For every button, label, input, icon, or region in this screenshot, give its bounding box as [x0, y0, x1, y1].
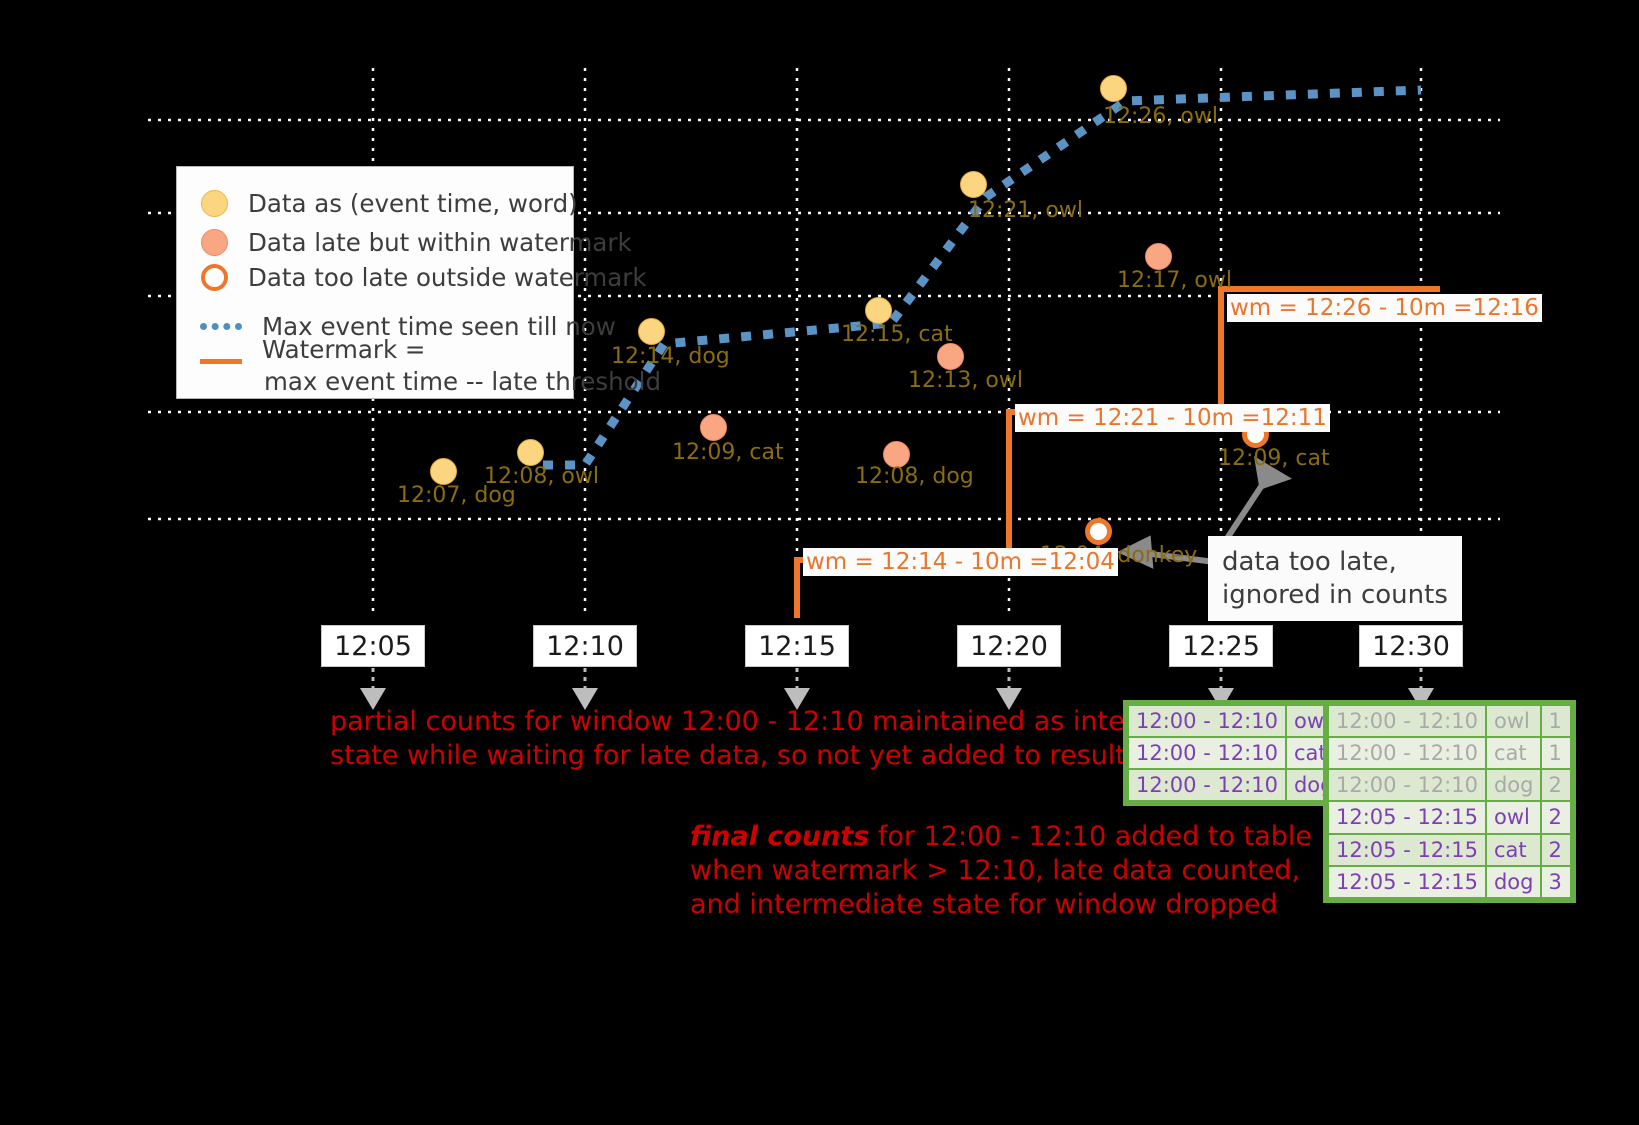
legend-item-2: Data too late outside watermark	[201, 263, 647, 292]
salmon-dot-icon	[201, 229, 228, 256]
legend-label: Data as (event time, word)	[248, 189, 578, 218]
data-point-label: 12:14, dog	[611, 344, 730, 369]
cell-word: owl	[1486, 706, 1541, 737]
data-point-label: 12:07, dog	[397, 483, 516, 508]
too-late-callout: data too late, ignored in counts	[1208, 536, 1462, 621]
cell-window: 12:05 - 12:15	[1329, 866, 1485, 897]
cell-window: 12:00 - 12:10	[1129, 738, 1285, 769]
table-row: 12:05 - 12:15 dog 3	[1329, 866, 1570, 897]
final-note-line-1: final counts for 12:00 - 12:10 added to …	[690, 820, 1312, 854]
partial-note-line-2: state while waiting for late data, so no…	[330, 740, 1203, 772]
data-point-on-time	[517, 439, 544, 466]
legend-item-4: Watermark =	[200, 335, 425, 376]
data-point-label: 12:21, owl	[968, 198, 1083, 223]
vertical-gridlines	[371, 68, 1423, 618]
cell-word: dog	[1486, 770, 1541, 801]
data-point-label: 12:15, cat	[841, 322, 953, 347]
time-tick-1205: 12:05	[321, 625, 425, 667]
yellow-dot-icon	[201, 190, 228, 217]
final-note-line-3: and intermediate state for window droppe…	[690, 889, 1278, 921]
data-point-label: 12:09, cat	[1218, 446, 1330, 471]
cell-count: 1	[1542, 706, 1570, 737]
legend-item-1: Data late but within watermark	[201, 228, 632, 257]
orange-solid-line-icon	[200, 359, 242, 364]
data-point-label: 12:13, owl	[908, 368, 1023, 393]
data-point-late	[1145, 243, 1172, 270]
cell-count: 2	[1542, 770, 1570, 801]
table-row: 12:05 - 12:15 owl 2	[1329, 802, 1570, 833]
legend-item-0: Data as (event time, word)	[201, 189, 578, 218]
final-note-line-2: when watermark > 12:10, late data counte…	[690, 855, 1301, 887]
final-counts-note: final counts for 12:00 - 12:10 added to …	[690, 820, 1312, 922]
partial-note-line-1: partial counts for window 12:00 - 12:10 …	[330, 706, 1177, 737]
data-point-on-time	[430, 458, 457, 485]
legend-item-3: Max event time seen till now	[200, 312, 616, 341]
final-counts-emphasis: final counts	[690, 821, 870, 852]
cell-window: 12:00 - 12:10	[1129, 706, 1285, 737]
data-point-label: 12:09, cat	[672, 440, 784, 465]
cell-window: 12:00 - 12:10	[1129, 770, 1285, 801]
partial-counts-note: partial counts for window 12:00 - 12:10 …	[330, 705, 1203, 773]
result-table-1230-body: 12:00 - 12:10 owl 1 12:00 - 12:10 cat 1 12:00 …	[1329, 706, 1570, 897]
result-table-1230: 12:00 - 12:10 owl 1 12:00 - 12:10 cat 1 12:00 …	[1323, 700, 1576, 903]
watermark-label-1: wm = 12:14 - 10m =12:04	[803, 548, 1118, 576]
cell-word: cat	[1486, 738, 1541, 769]
cell-word: owl	[1486, 802, 1541, 833]
data-point-too-late	[1085, 518, 1112, 545]
legend-label: Data late but within watermark	[248, 228, 632, 257]
callout-arrows	[1117, 456, 1293, 569]
cell-word: cat	[1486, 834, 1541, 865]
callout-line-1: data too late,	[1222, 547, 1397, 577]
cell-count: 2	[1542, 834, 1570, 865]
legend-watermark-sub: max event time -- late threshold	[264, 367, 662, 396]
legend-label: Max event time seen till now	[262, 312, 616, 341]
time-tick-1220: 12:20	[957, 625, 1061, 667]
table-row: 12:05 - 12:15 cat 2	[1329, 834, 1570, 865]
cell-count: 3	[1542, 866, 1570, 897]
data-point-late	[883, 441, 910, 468]
cell-window: 12:00 - 12:10	[1329, 738, 1485, 769]
callout-line-2: ignored in counts	[1222, 579, 1448, 610]
time-tick-1225: 12:25	[1169, 625, 1273, 667]
tick-down-arrows	[360, 668, 1434, 710]
cell-window: 12:00 - 12:10	[1329, 706, 1485, 737]
data-point-on-time	[638, 318, 665, 345]
hollow-orange-dot-icon	[201, 264, 228, 291]
cell-window: 12:05 - 12:15	[1329, 802, 1485, 833]
legend-label: Watermark =	[262, 335, 426, 364]
data-point-late	[937, 343, 964, 370]
watermark-step-line	[794, 286, 1440, 618]
cell-count: 1	[1542, 738, 1570, 769]
blue-dotted-line-icon	[200, 323, 242, 330]
data-point-label: 12:08, owl	[484, 464, 599, 489]
cell-window: 12:05 - 12:15	[1329, 834, 1485, 865]
data-point-on-time	[865, 297, 892, 324]
data-point-on-time	[960, 171, 987, 198]
cell-word: dog	[1486, 866, 1541, 897]
legend-box: Data as (event time, word) Data late but…	[176, 166, 661, 399]
watermark-label-3: wm = 12:26 - 10m =12:16	[1227, 294, 1542, 322]
legend-label: Data too late outside watermark	[248, 263, 647, 292]
data-point-label: 12:17, owl	[1117, 268, 1232, 293]
data-point-on-time	[1100, 75, 1127, 102]
time-tick-1215: 12:15	[745, 625, 849, 667]
data-point-late	[700, 414, 727, 441]
cell-count: 2	[1542, 802, 1570, 833]
time-tick-1230: 12:30	[1359, 625, 1463, 667]
final-note-line-1-rest: for 12:00 - 12:10 added to table	[869, 821, 1312, 852]
data-point-label: 12:26, owl	[1103, 104, 1218, 129]
watermark-label-2: wm = 12:21 - 10m =12:11	[1015, 404, 1330, 432]
cell-window: 12:00 - 12:10	[1329, 770, 1485, 801]
data-point-label: 12:08, dog	[855, 464, 974, 489]
time-tick-1210: 12:10	[533, 625, 637, 667]
